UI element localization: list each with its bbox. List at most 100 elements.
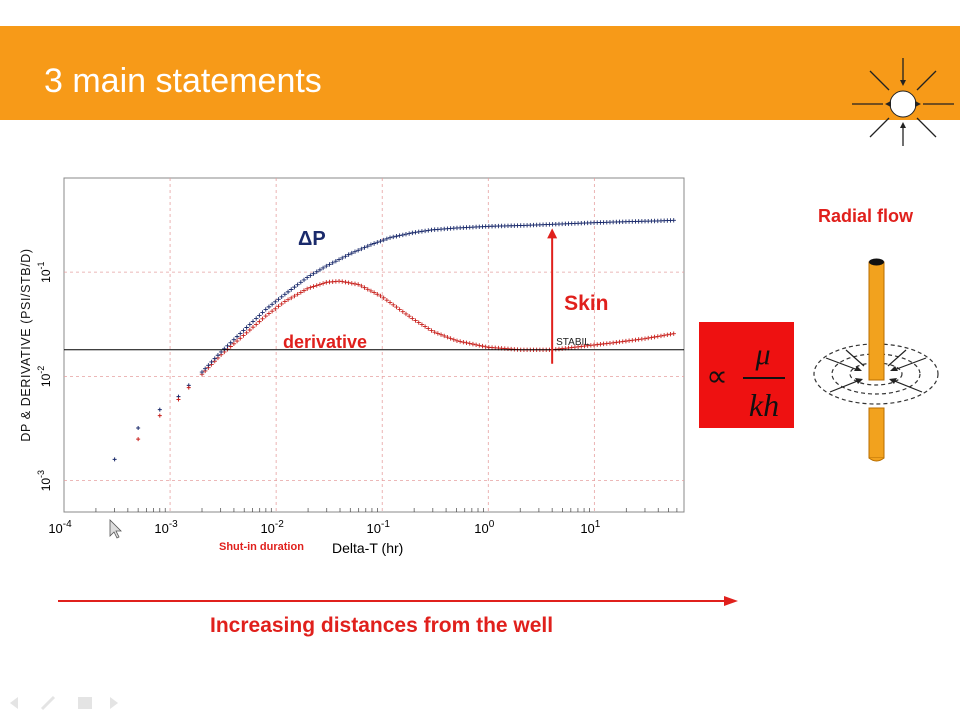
derivative-point [410, 316, 415, 321]
derivative-point [671, 331, 676, 336]
formula-denominator: kh [749, 387, 779, 423]
delta-p-point [375, 240, 380, 245]
derivative-point [400, 309, 405, 314]
delta-p-point [419, 229, 425, 234]
derivative-point [416, 320, 421, 325]
delta-p-point [311, 271, 316, 276]
derivative-point [652, 334, 657, 340]
cursor-icon [109, 519, 122, 539]
y-axis-label: DP & DERIVATIVE (PSI/STB/D) [19, 248, 33, 441]
derivative-point [378, 293, 383, 299]
delta-p-point [413, 230, 418, 235]
delta-p-point [416, 229, 421, 235]
skin-arrowhead [547, 228, 558, 239]
y-tick-label: 10-2 [36, 366, 53, 387]
derivative-point [352, 281, 358, 287]
derivative-point [480, 343, 485, 349]
derivative-point [136, 437, 141, 442]
formula-numerator: μ [754, 338, 770, 371]
menu-icon[interactable] [78, 697, 92, 709]
derivative-point [186, 385, 191, 390]
derivative-point [368, 288, 374, 294]
delta-p-point [225, 343, 230, 349]
derivative-point [384, 297, 390, 303]
derivative-point [422, 324, 428, 329]
derivative-point [285, 297, 291, 302]
delta-p-point [266, 304, 272, 310]
delta-p-point [269, 302, 275, 307]
delta-p-point [365, 243, 370, 249]
delta-p-point [241, 328, 246, 333]
delta-p-point [282, 292, 288, 297]
delta-p-point [206, 363, 211, 368]
derivative-point [257, 319, 262, 324]
delta-p-point [391, 234, 396, 240]
derivative-point [295, 292, 300, 297]
derivative-point [454, 338, 460, 344]
x-tick-label: 10-3 [154, 519, 178, 536]
top-strip [0, 0, 960, 26]
derivative-point [477, 343, 482, 348]
delta-p-point [112, 457, 117, 462]
distance-arrow [58, 596, 738, 606]
derivative-point [304, 286, 310, 291]
delta-p-point [320, 265, 326, 271]
delta-p-point [202, 366, 208, 371]
derivative-point [426, 326, 431, 331]
y-tick-label: 10-1 [36, 261, 53, 282]
delta-p-point [157, 407, 162, 412]
delta-p-point [301, 277, 307, 283]
title-banner: 3 main statements [0, 26, 960, 146]
radial-flow-well-diagram [813, 258, 939, 462]
derivative-point [429, 328, 434, 333]
derivative-point [483, 344, 488, 349]
delta-p-point [231, 337, 237, 342]
derivative-point [292, 293, 297, 299]
prev-slide-icon[interactable] [10, 697, 18, 709]
derivative-point [438, 332, 444, 337]
delta-p-point [362, 245, 367, 250]
x-tick-label: 10-1 [367, 519, 391, 536]
delta-p-point [247, 322, 253, 327]
pen-icon[interactable] [40, 695, 56, 711]
derivative-point [642, 336, 648, 341]
y-tick-label: 10-3 [36, 470, 53, 491]
delta-p-point [343, 254, 348, 259]
shutin-caption: Shut-in duration [219, 541, 304, 553]
derivative-point [298, 290, 304, 295]
next-slide-icon[interactable] [110, 697, 118, 709]
derivative-point [413, 318, 418, 323]
derivative-point [375, 292, 380, 297]
derivative-point [470, 341, 476, 347]
delta-p-point [298, 280, 304, 285]
derivative-point [282, 299, 288, 304]
delta-p-point [403, 232, 409, 237]
delta-p-point [279, 294, 284, 299]
derivative-point [464, 340, 469, 346]
derivative-point [658, 333, 664, 339]
delta-p-point [349, 250, 355, 256]
delta-p-point [359, 246, 364, 252]
delta-p-point [263, 307, 268, 312]
delta-p-point [671, 218, 676, 223]
derivative-point [314, 283, 319, 288]
proportional-symbol: ∝ [706, 360, 727, 393]
delta-p-point [317, 267, 323, 273]
derivative-point [279, 301, 284, 307]
delta-p-point [340, 255, 345, 261]
skin-label: Skin [564, 292, 608, 315]
delta-p-point [422, 228, 428, 234]
derivative-point [244, 330, 249, 335]
derivative-point [448, 336, 453, 341]
delta-p-point [212, 356, 217, 361]
delta-p-point [215, 353, 221, 358]
delta-p-point [381, 237, 386, 243]
derivative-point [391, 302, 396, 307]
delta-p-point [260, 310, 265, 315]
derivative-point [432, 329, 437, 335]
derivative-point [234, 338, 240, 344]
delta-p-point [238, 331, 243, 336]
delta-p-point [253, 316, 259, 321]
plot-area [63, 177, 685, 513]
